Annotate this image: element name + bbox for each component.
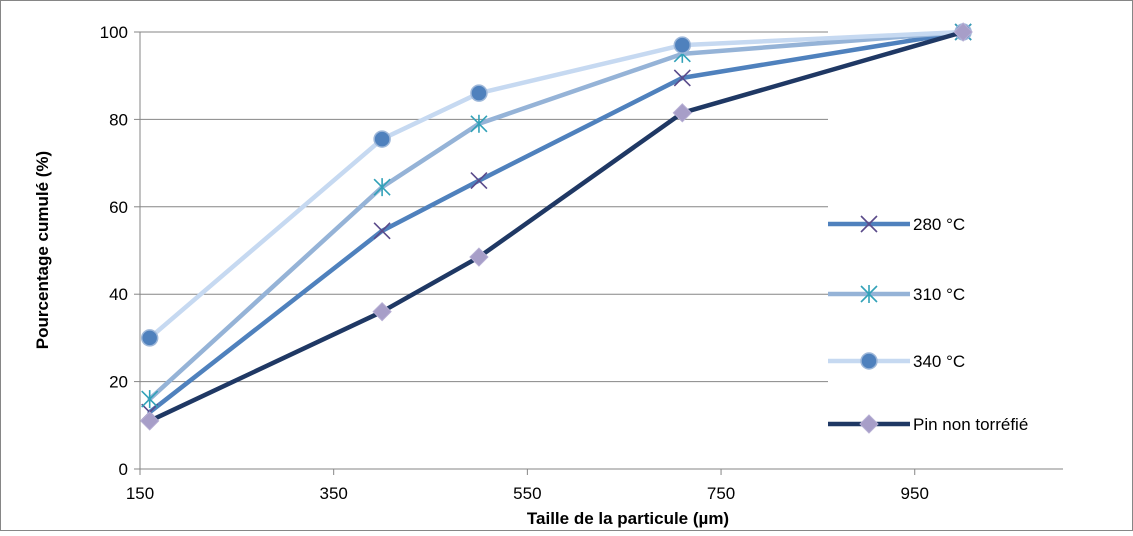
x-tick-label: 750 bbox=[707, 484, 735, 503]
x-tick-label: 150 bbox=[126, 484, 154, 503]
legend-label: Pin non torréfié bbox=[913, 415, 1028, 434]
x-tick-label: 350 bbox=[319, 484, 347, 503]
data-point-diamond-marker bbox=[139, 411, 160, 431]
y-axis-title: Pourcentage cumulé (%) bbox=[33, 151, 52, 349]
gridlines bbox=[140, 31, 828, 383]
y-tick-label: 60 bbox=[109, 198, 128, 217]
x-tick-label: 950 bbox=[901, 484, 929, 503]
data-point-circle-marker bbox=[373, 130, 391, 148]
data-point-star-marker bbox=[470, 114, 488, 133]
legend-item: 280 °C bbox=[828, 215, 965, 234]
legend-label: 310 °C bbox=[913, 285, 965, 304]
data-point-diamond-marker bbox=[469, 247, 489, 267]
data-point-diamond-marker bbox=[953, 22, 973, 42]
data-point-diamond-marker bbox=[672, 103, 693, 123]
data-point-x-marker bbox=[373, 222, 391, 240]
data-point-diamond-marker bbox=[372, 301, 392, 322]
legend-item: 340 °C bbox=[828, 352, 965, 371]
data-point-star-marker bbox=[141, 390, 159, 409]
data-point-circle-marker bbox=[470, 84, 488, 102]
y-tick-label: 80 bbox=[109, 110, 128, 129]
data-point-star-marker bbox=[860, 285, 878, 303]
data-point-x-marker bbox=[673, 69, 691, 87]
x-tick-label: 550 bbox=[513, 484, 541, 503]
legend-item: Pin non torréfié bbox=[828, 414, 1028, 434]
data-point-circle-marker bbox=[140, 329, 159, 347]
legend: 280 °C 310 °C 340 °C Pin non torréfié bbox=[828, 215, 1028, 434]
legend-label: 340 °C bbox=[913, 352, 965, 371]
x-axis-title: Taille de la particule (µm) bbox=[527, 509, 729, 528]
legend-item: 310 °C bbox=[828, 285, 965, 304]
data-point-circle-marker bbox=[860, 352, 878, 370]
series-group bbox=[139, 22, 973, 431]
y-tick-label: 40 bbox=[109, 285, 128, 304]
data-point-circle-marker bbox=[673, 36, 692, 54]
y-tick-label: 100 bbox=[100, 23, 128, 42]
data-point-x-marker bbox=[860, 215, 878, 233]
y-tick-label: 20 bbox=[109, 373, 128, 392]
data-point-x-marker bbox=[470, 172, 488, 190]
series-3 bbox=[139, 22, 973, 431]
legend-label: 280 °C bbox=[913, 215, 965, 234]
data-point-diamond-marker bbox=[859, 414, 879, 434]
y-tick-label: 0 bbox=[119, 460, 128, 479]
series-2 bbox=[140, 23, 972, 347]
axes: 0 20 40 60 80 100 150 350 550 750 950 bbox=[100, 23, 1063, 503]
data-point-star-marker bbox=[373, 178, 391, 197]
